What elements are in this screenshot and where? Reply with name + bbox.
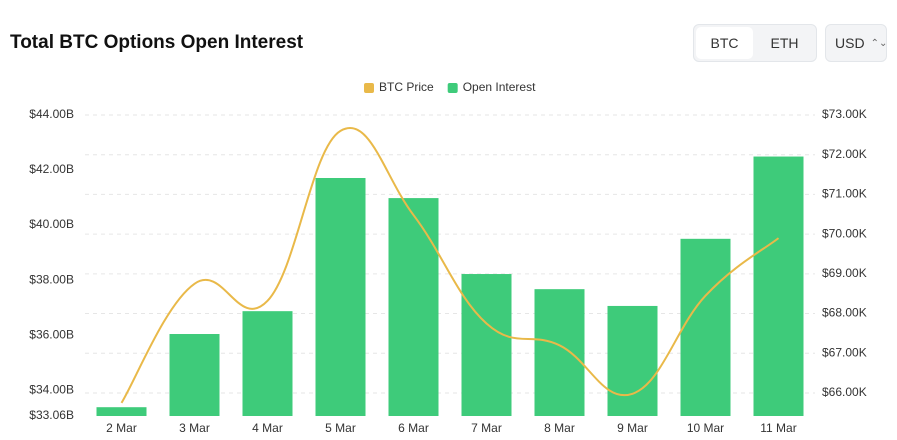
y-tick-label: $38.00B [29,272,74,286]
bar [753,156,804,416]
x-tick-label: 6 Mar [398,421,429,435]
currency-label: USD [835,35,865,51]
y-tick-label: $44.00B [29,107,74,121]
bar [388,198,439,416]
y-tick-label: $40.00B [29,217,74,231]
bar [169,334,220,416]
select-arrow: ⌃⌄ [870,37,888,49]
y2-tick-label: $69.00K [822,266,867,280]
legend-swatch [447,83,458,93]
bar [461,274,512,416]
y-tick-label: $34.00B [29,382,74,396]
y2-tick-label: $68.00K [822,306,867,320]
asset-button[interactable]: BTC [696,27,753,59]
x-tick-label: 8 Mar [544,421,575,435]
x-tick-label: 5 Mar [325,421,356,435]
x-tick-label: 11 Mar [760,421,796,435]
chart-title: Total BTC Options Open Interest [10,32,304,53]
x-tick-label: 4 Mar [252,421,283,435]
bar [96,407,147,416]
bar [242,311,293,416]
x-tick-label: 9 Mar [617,421,648,435]
currency-select[interactable]: USD ⌃⌄ [825,24,887,62]
y2-tick-label: $72.00K [822,147,867,161]
y2-tick-label: $71.00K [822,187,867,201]
asset-button[interactable]: ETH [770,35,799,51]
y-tick-label: $33.06B [29,408,74,422]
y2-tick-label: $73.00K [822,107,867,121]
price-line [120,127,780,404]
legend-label: Open Interest [463,80,536,94]
bar [607,305,658,416]
bar [680,238,731,416]
y2-tick-label: $67.00K [822,345,867,359]
x-tick-label: 2 Mar [106,421,137,435]
x-tick-label: 3 Mar [179,421,210,435]
bar [315,178,366,416]
legend-label: BTC Price [379,80,434,94]
y-tick-label: $36.00B [29,327,74,341]
bar [534,289,585,416]
y2-tick-label: $70.00K [822,226,867,240]
y2-tick-label: $66.00K [822,385,867,399]
x-tick-label: 7 Mar [471,421,502,435]
x-tick-label: 10 Mar [687,421,724,435]
legend-swatch [364,83,374,93]
y-tick-label: $42.00B [29,162,74,176]
